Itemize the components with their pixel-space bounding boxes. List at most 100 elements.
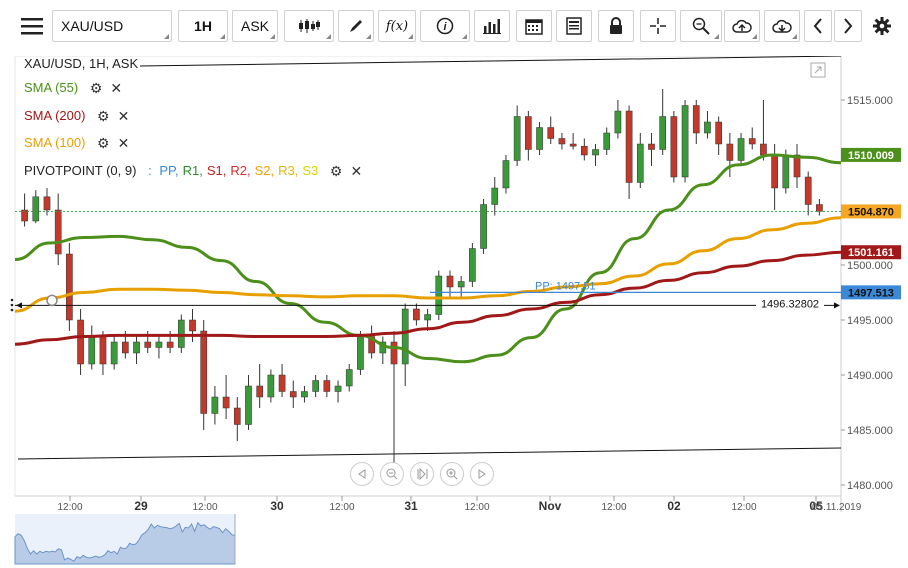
candle <box>368 325 375 359</box>
sma-line <box>14 216 842 313</box>
zoom-in-button[interactable] <box>440 462 464 486</box>
candle-body <box>536 127 543 150</box>
symbol-selector[interactable]: XAU/USD <box>52 10 172 42</box>
candle <box>480 199 487 254</box>
drag-handle-icon[interactable] <box>10 298 14 312</box>
candle <box>692 100 700 144</box>
scroll-left-button[interactable] <box>804 10 832 42</box>
candle <box>133 336 140 364</box>
crosshair-button[interactable] <box>640 10 676 42</box>
candle <box>390 331 398 474</box>
candle-body <box>189 319 196 332</box>
price-label-bg <box>841 147 901 162</box>
candle-body <box>457 281 465 288</box>
candle <box>704 111 711 139</box>
scroll-right-button[interactable] <box>834 10 862 42</box>
upload-button[interactable] <box>724 10 760 42</box>
timeframe-selector[interactable]: 1H <box>178 10 228 42</box>
reset-button[interactable] <box>410 462 434 486</box>
price-label-bg <box>841 285 901 300</box>
horizontal-line-label-bg <box>756 296 824 311</box>
x-tick-label: Nov <box>539 499 562 513</box>
candle <box>301 386 308 403</box>
price-type-selector[interactable]: ASK <box>232 10 278 42</box>
chart-header: XAU/USD, 1H, ASK <box>24 56 139 71</box>
candle-body <box>760 143 767 156</box>
expand-icon[interactable] <box>810 62 826 78</box>
timeframe-label: 1H <box>194 18 212 34</box>
price-labels: 1510.009 1504.870 1501.161 1497.513 <box>841 147 901 300</box>
candle-body <box>334 385 342 392</box>
draw-tool-button[interactable] <box>338 10 374 42</box>
chart-type-button[interactable] <box>284 10 334 42</box>
close-icon[interactable]: ✕ <box>117 108 130 125</box>
candle-body <box>43 196 51 211</box>
trend-channel <box>17 56 842 460</box>
x-tick-label: 31 <box>404 499 418 513</box>
x-tick-label: 12:00 <box>731 502 756 513</box>
lock-button[interactable] <box>598 10 634 42</box>
close-icon[interactable]: ✕ <box>110 80 123 97</box>
candle-body <box>525 116 532 150</box>
legend-pivot-item: R1, <box>182 163 203 178</box>
nav-forward-button[interactable] <box>470 462 494 486</box>
calendar-button[interactable] <box>516 10 552 42</box>
candle-body <box>625 110 633 183</box>
download-button[interactable] <box>764 10 800 42</box>
candle-body <box>222 396 230 409</box>
candle <box>211 386 219 425</box>
gear-icon[interactable]: ⚙ <box>97 108 110 125</box>
close-icon[interactable]: ✕ <box>350 163 363 180</box>
report-button[interactable] <box>556 10 592 42</box>
price-label: 1510.009 <box>848 150 894 162</box>
volume-button[interactable] <box>474 10 510 42</box>
candle-body <box>491 187 499 205</box>
y-tick-label: 1515.000 <box>847 95 893 107</box>
y-tick-label: 1480.000 <box>847 480 893 492</box>
candle-body <box>480 204 487 249</box>
candle <box>525 111 532 161</box>
reset-icon <box>417 468 428 480</box>
nav-back-button[interactable] <box>350 462 374 486</box>
symbol-label: XAU/USD <box>61 18 124 34</box>
settings-button[interactable] <box>868 10 896 42</box>
candle-body <box>413 308 420 321</box>
y-tick-label: 1485.000 <box>847 425 893 437</box>
channel-upper-line <box>139 56 842 67</box>
horizontal-line-right-arrow <box>834 302 840 309</box>
cloud-upload-icon <box>732 19 752 33</box>
info-button[interactable]: i <box>420 10 470 42</box>
x-tick-label: 12:00 <box>57 502 82 513</box>
navigator[interactable] <box>0 512 908 568</box>
candle-body <box>88 336 96 365</box>
gear-icon[interactable]: ⚙ <box>97 135 110 152</box>
candle-body <box>133 341 140 354</box>
indicators-button[interactable]: f(x) <box>378 10 416 42</box>
gear-icon[interactable]: ⚙ <box>329 163 343 180</box>
candle-body <box>357 336 364 370</box>
close-icon[interactable]: ✕ <box>117 135 130 152</box>
sma-line <box>14 250 842 346</box>
function-icon: f(x) <box>385 18 409 34</box>
candle <box>256 364 264 408</box>
zoom-out-button[interactable] <box>380 462 404 486</box>
candle-body <box>816 204 823 212</box>
candle-body <box>446 275 454 288</box>
candle <box>334 380 342 403</box>
candle-body <box>312 380 319 392</box>
candle <box>715 116 722 155</box>
legend-sma100-label: SMA (100) <box>24 135 86 150</box>
candle <box>648 133 655 166</box>
x-tick-label: 12:00 <box>464 502 489 513</box>
x-tick-label: 29 <box>134 499 148 513</box>
candle-body <box>592 149 599 156</box>
candle-body <box>401 308 409 365</box>
zoom-button[interactable] <box>680 10 722 42</box>
candle <box>737 133 745 166</box>
menu-button[interactable] <box>14 10 50 42</box>
gear-icon[interactable]: ⚙ <box>89 80 103 97</box>
candle-body <box>21 209 28 222</box>
candle <box>110 336 118 370</box>
candle <box>32 190 40 224</box>
